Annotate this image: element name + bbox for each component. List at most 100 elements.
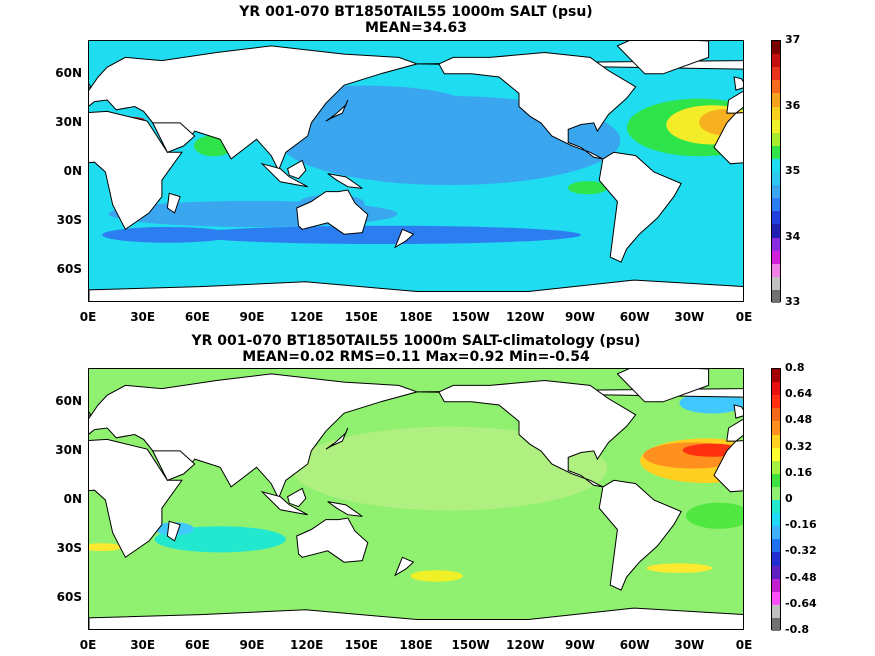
field-contour-9 [89,543,122,552]
colorbar-label: 0 [785,492,793,505]
land-madagascar [166,192,181,214]
colorbar-segment [772,276,780,291]
colorbar-label: -0.8 [785,623,810,636]
colorbar-segment [772,382,780,396]
colorbar-segment [772,145,780,160]
colorbar-segment [772,526,780,540]
land-antarctica [89,279,743,301]
colorbar-segment [772,119,780,134]
land-greenland [616,41,710,75]
colorbar-segment [772,591,780,606]
field-contour-7 [646,563,713,573]
colorbar-label: 36 [785,98,801,112]
colorbar-segment [772,513,780,527]
colorbar-segment [772,172,780,186]
y-tick-label: 0N [63,492,82,506]
land-australia [296,189,369,235]
land-uk [89,411,92,416]
colorbar-segment [772,395,780,409]
field-contour-0 [292,426,608,511]
colorbar-segment [772,132,780,147]
colorbar-segment [772,80,780,94]
colorbar-label: 0.8 [785,361,805,374]
x-tick-label: 60W [619,638,650,652]
x-tick-label: 120E [290,638,324,652]
panel1-map [88,40,744,302]
colorbar-segment [772,604,780,619]
land-namerica [438,379,637,488]
land-uk [733,76,743,91]
colorbar-segment [772,460,780,475]
colorbar-label: -0.16 [785,518,817,532]
colorbar-segment [772,67,780,81]
y-tick-label: 60N [55,65,82,80]
land-samerica [598,151,682,263]
colorbar-segment [772,41,780,55]
colorbar-segment [772,369,780,383]
y-tick-label: 30N [55,442,82,457]
x-tick-label: 0E [735,310,753,324]
x-tick-label: 90W [565,310,595,324]
x-tick-label: 120W [506,310,545,324]
colorbar-segment [772,224,780,238]
x-tick-label: 0E [79,310,97,324]
y-tick-label: 0N [63,164,82,178]
land-indonesia [260,490,308,516]
x-tick-label: 60W [619,310,650,324]
colorbar-segment [772,617,780,632]
land-japan [325,99,349,122]
colorbar-segment [772,473,780,488]
colorbar-segment [772,408,780,422]
colorbar-label: 37 [785,33,801,46]
x-tick-label: 60E [184,638,210,652]
x-tick-label: 180E [399,638,433,652]
panel1-title-line2: MEAN=34.63 [364,20,468,36]
land-borneo [287,159,307,180]
x-tick-label: 90W [565,638,595,652]
colorbar-label: 0.64 [785,387,813,401]
panel1-map-svg [89,41,743,301]
colorbar-segment [772,578,780,593]
x-tick-label: 180E [399,310,433,324]
colorbar-segment [772,552,780,566]
panel2-map [88,368,744,630]
colorbar-segment [772,211,780,225]
land-arabia [151,450,196,481]
colorbar-segment [772,93,780,107]
land-newguinea [327,173,363,189]
x-tick-label: 0E [79,638,97,652]
colorbar-label: 0.32 [785,439,813,453]
x-tick-label: 90E [239,310,265,324]
x-tick-label: 60E [184,310,210,324]
land-namerica [438,51,637,160]
land-greenland [616,369,710,403]
colorbar-label: 0.16 [785,465,813,479]
land-australia [296,517,369,563]
colorbar-segment [772,185,780,199]
colorbar-label: -0.32 [785,544,817,558]
panel2-map-svg [89,369,743,629]
field-contour-11 [567,181,608,195]
x-tick-label: 90E [239,638,265,652]
land-eurasia [416,60,743,114]
land-samerica [598,479,682,591]
land-madagascar [166,520,181,542]
land-africa [89,438,183,559]
land-japan [325,427,349,450]
colorbar-segment [772,289,780,304]
x-tick-label: 0E [735,638,753,652]
colorbar-segment [772,263,780,278]
colorbar-segment [772,500,780,514]
colorbar-label: 34 [785,229,801,243]
colorbar-segment [772,250,780,265]
panel1-title-line1: YR 001-070 BT1850TAIL55 1000m SALT (psu) [239,4,593,20]
land-newguinea [327,501,363,517]
panel2-title-line2: MEAN=0.02 RMS=0.11 Max=0.92 Min=-0.54 [242,349,590,365]
land-africa [89,110,183,231]
colorbar-label: 0.48 [785,413,813,427]
land-newzealand [394,228,415,249]
land-arabia [151,122,196,153]
colorbar-label: -0.48 [785,570,817,584]
y-tick-label: 30S [56,213,82,228]
colorbar-segment [772,54,780,68]
